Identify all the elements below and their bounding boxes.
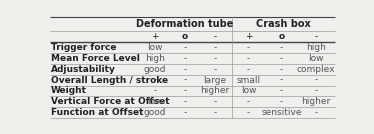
Text: -: - [183,65,187,74]
Text: high: high [306,43,326,52]
Text: high: high [145,54,165,63]
Text: o: o [182,32,188,41]
Text: -: - [213,108,217,117]
Text: -: - [183,43,187,52]
Text: -: - [315,86,318,95]
Text: large: large [203,76,226,85]
Text: higher: higher [301,97,331,106]
Text: good: good [144,65,166,74]
Text: Adjustability: Adjustability [51,65,116,74]
Text: low: low [309,54,324,63]
Text: +: + [151,32,159,41]
Text: good: good [144,108,166,117]
Text: low: low [147,97,163,106]
Text: -: - [280,65,283,74]
Text: -: - [213,54,217,63]
Text: -: - [213,65,217,74]
Text: -: - [213,43,217,52]
Text: low: low [241,86,256,95]
Text: Function at Offset: Function at Offset [51,108,143,117]
Text: -: - [153,86,156,95]
Text: -: - [153,76,156,85]
Text: -: - [280,76,283,85]
Text: low: low [147,43,163,52]
Text: -: - [183,97,187,106]
Text: Trigger force: Trigger force [51,43,116,52]
Text: small: small [236,76,261,85]
Text: Crash box: Crash box [256,19,311,29]
Text: -: - [315,108,318,117]
Text: -: - [315,32,318,41]
Text: Overall Length / stroke: Overall Length / stroke [51,76,168,85]
Text: -: - [280,97,283,106]
Text: -: - [213,97,217,106]
Text: o: o [278,32,284,41]
Text: -: - [183,54,187,63]
Text: -: - [247,65,250,74]
Text: -: - [213,32,217,41]
Text: complex: complex [297,65,335,74]
Text: Vertical Force at Offset: Vertical Force at Offset [51,97,169,106]
Text: -: - [247,108,250,117]
Text: -: - [183,86,187,95]
Text: -: - [315,76,318,85]
Text: -: - [183,76,187,85]
Text: -: - [183,108,187,117]
Text: Weight: Weight [51,86,87,95]
Text: -: - [247,54,250,63]
Text: Mean Force Level: Mean Force Level [51,54,140,63]
Text: -: - [280,43,283,52]
Text: Deformation tube: Deformation tube [136,19,233,29]
Text: higher: higher [200,86,229,95]
Text: -: - [280,86,283,95]
Text: sensitive: sensitive [261,108,301,117]
Text: -: - [247,97,250,106]
Text: -: - [280,54,283,63]
Text: +: + [245,32,252,41]
Text: -: - [247,43,250,52]
